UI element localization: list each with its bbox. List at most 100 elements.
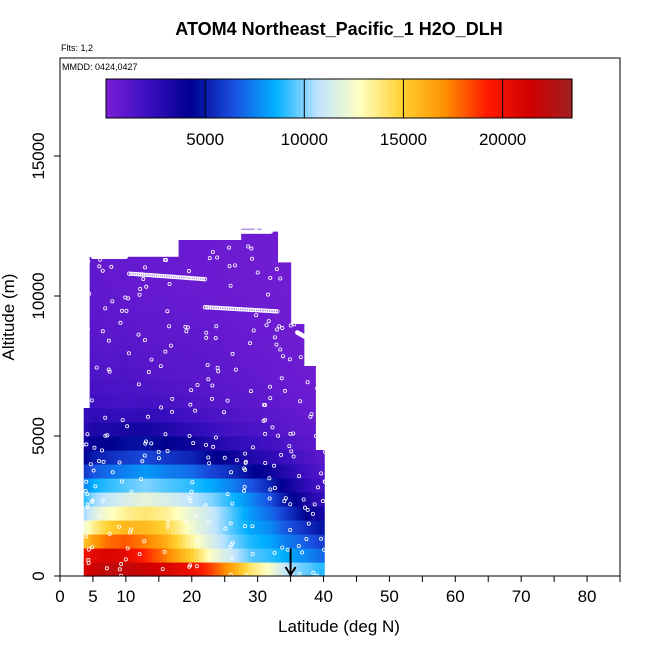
heatmap-cell bbox=[254, 296, 259, 311]
heatmap-cell bbox=[244, 352, 249, 367]
flights-label: Flts: 1,2 bbox=[61, 43, 93, 53]
heatmap-cell bbox=[271, 408, 276, 423]
heatmap-cell bbox=[94, 408, 97, 423]
heatmap-cell bbox=[155, 422, 160, 437]
heatmap-cell bbox=[297, 408, 300, 423]
heatmap-cell bbox=[266, 324, 270, 339]
colorbar-cell bbox=[556, 79, 561, 118]
heatmap-cell bbox=[228, 282, 232, 297]
colorbar-cell bbox=[106, 79, 111, 118]
heatmap-cell bbox=[294, 534, 298, 549]
heatmap-cell bbox=[281, 520, 285, 535]
heatmap-cell bbox=[237, 296, 242, 311]
colorbar-cell bbox=[366, 79, 371, 118]
heatmap-cell bbox=[237, 436, 242, 451]
heatmap-cell bbox=[292, 478, 296, 493]
sample-point bbox=[104, 566, 109, 571]
sample-point bbox=[156, 456, 161, 461]
heatmap-cell bbox=[178, 310, 184, 325]
sample-point bbox=[138, 287, 143, 292]
heatmap-cell bbox=[286, 520, 289, 535]
heatmap-cell bbox=[271, 268, 276, 283]
heatmap-cell bbox=[99, 422, 103, 437]
heatmap-cell bbox=[303, 422, 307, 437]
heatmap-cell bbox=[303, 380, 307, 395]
heatmap-cell bbox=[260, 562, 265, 577]
heatmap-cell bbox=[211, 268, 216, 283]
sample-point bbox=[149, 441, 154, 446]
colorbar-frame bbox=[105, 78, 573, 119]
heatmap-cell bbox=[167, 256, 172, 269]
heatmap-cell bbox=[214, 534, 219, 549]
heatmap-cell bbox=[211, 492, 216, 507]
heatmap-cell bbox=[178, 394, 184, 409]
heatmap-cell bbox=[224, 338, 229, 353]
sample-point bbox=[191, 441, 196, 446]
heatmap-cell bbox=[170, 506, 176, 521]
sample-point bbox=[283, 388, 288, 393]
sample-point bbox=[116, 524, 121, 529]
sample-point bbox=[288, 431, 293, 436]
heatmap-cell bbox=[269, 464, 273, 479]
heatmap-cell bbox=[311, 478, 314, 493]
heatmap-cell bbox=[303, 478, 307, 493]
heatmap-cell bbox=[279, 562, 283, 577]
colorbar-cell bbox=[424, 79, 429, 118]
sample-point bbox=[109, 264, 114, 269]
heatmap-cell bbox=[155, 478, 160, 493]
heatmap-cell bbox=[119, 268, 124, 283]
heatmap-cell bbox=[178, 450, 184, 465]
colorbar-cell bbox=[494, 79, 499, 118]
heatmap-cell bbox=[266, 231, 270, 241]
heatmap-cell bbox=[122, 548, 127, 563]
heatmap-cell bbox=[193, 394, 199, 409]
heatmap-cell bbox=[303, 506, 307, 521]
heatmap-cell bbox=[94, 324, 97, 339]
heatmap-cell bbox=[311, 506, 314, 521]
heatmap-cell bbox=[299, 534, 303, 549]
heatmap-cell bbox=[208, 394, 213, 409]
heatmap-cell bbox=[313, 394, 316, 409]
heatmap-cell bbox=[102, 422, 106, 437]
heatmap-cell bbox=[231, 352, 236, 367]
colorbar-cell bbox=[210, 79, 216, 118]
heatmap-cell bbox=[190, 548, 195, 563]
heatmap-cell bbox=[204, 310, 209, 325]
heatmap-cell bbox=[247, 478, 252, 493]
sample-point bbox=[274, 267, 279, 272]
heatmap-cell bbox=[244, 254, 249, 269]
heatmap-cell bbox=[257, 408, 262, 423]
heatmap-cell bbox=[292, 534, 296, 549]
heatmap-cell bbox=[197, 548, 203, 563]
heatmap-cell bbox=[125, 366, 130, 381]
heatmap-cell bbox=[193, 352, 199, 367]
heatmap-cell bbox=[292, 520, 296, 535]
heatmap-cell bbox=[218, 534, 223, 549]
heatmap-cell bbox=[139, 408, 143, 423]
colorbar-cell bbox=[238, 79, 243, 118]
colorbar-tick-label: 15000 bbox=[380, 130, 427, 149]
heatmap-cell bbox=[159, 534, 164, 549]
heatmap-cell bbox=[174, 534, 180, 549]
heatmap-cell bbox=[284, 352, 287, 367]
heatmap-cell bbox=[266, 268, 270, 283]
heatmap-cell bbox=[186, 506, 191, 521]
heatmap-cell bbox=[204, 562, 209, 577]
heatmap-cell bbox=[218, 464, 223, 479]
heatmap-cell bbox=[159, 256, 164, 269]
sample-point bbox=[213, 435, 218, 440]
heatmap-cell bbox=[94, 422, 97, 437]
sample-point bbox=[272, 463, 277, 468]
heatmap-cell bbox=[186, 450, 191, 465]
heatmap-cell bbox=[284, 268, 287, 283]
heatmap-cell bbox=[96, 380, 99, 395]
heatmap-cell bbox=[170, 534, 176, 549]
heatmap-cell bbox=[204, 464, 209, 479]
heatmap-cell bbox=[299, 394, 303, 409]
heatmap-cell bbox=[107, 436, 112, 451]
sample-point bbox=[270, 425, 275, 430]
heatmap-cell bbox=[110, 366, 114, 381]
heatmap-cell bbox=[125, 548, 130, 563]
heatmap-cell bbox=[135, 256, 140, 269]
colorbar-cell bbox=[451, 79, 457, 118]
